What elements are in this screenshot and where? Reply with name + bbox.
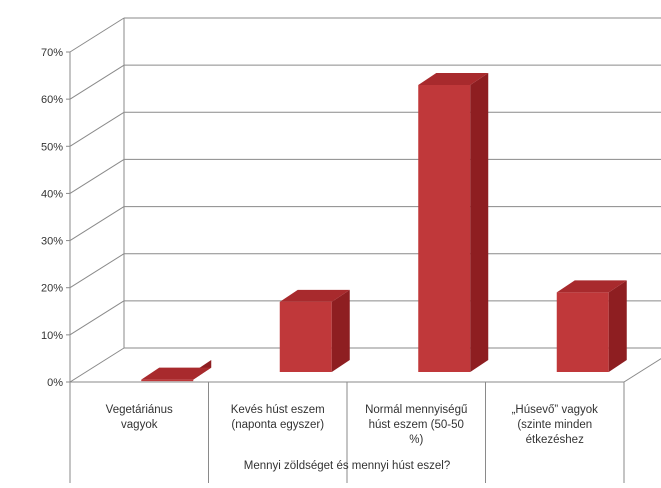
gridline-diagonal	[69, 111, 125, 147]
bar-column	[556, 280, 627, 372]
floor-right-edge	[623, 358, 661, 383]
y-tick-label: 10%	[41, 330, 63, 342]
x-category-label: „Húsevő” vagyok (szinte minden étkezéshez	[512, 404, 599, 446]
bar-top	[141, 367, 212, 380]
x-category-label: Vegetáriánus vagyok	[106, 404, 173, 431]
bar-column	[418, 73, 489, 372]
bar-front	[556, 292, 609, 372]
y-tick-label: 50%	[41, 141, 63, 153]
x-category-label-line: Vegetáriánus	[106, 404, 173, 416]
bar-column	[141, 360, 212, 382]
x-category-label-line: (naponta egyszer)	[231, 419, 324, 431]
x-category-label-line: étkezéshez	[526, 434, 584, 446]
gridline-diagonal	[69, 253, 125, 289]
x-category-label-line: %)	[409, 434, 423, 446]
gridline-diagonal	[69, 206, 125, 241]
x-category-label-line: „Húsevő” vagyok	[512, 404, 599, 416]
bar-top	[418, 73, 489, 85]
bar-front	[141, 379, 194, 382]
x-category-label-line: Kevés húst eszem	[231, 404, 325, 416]
x-category-label: Kevés húst eszem (naponta egyszer)	[231, 404, 325, 431]
gridline-diagonal	[69, 347, 125, 383]
y-tick-label: 30%	[41, 236, 63, 248]
x-category-label-line: Normál mennyiségű	[365, 404, 467, 416]
bar-side	[331, 289, 350, 372]
gridline-diagonal	[69, 159, 125, 194]
gridline-diagonal	[69, 17, 125, 53]
gridline-diagonal	[69, 300, 125, 336]
y-tick-label: 20%	[41, 283, 63, 295]
bar-column	[279, 289, 350, 372]
bar-top	[279, 289, 350, 302]
bar-side	[608, 280, 627, 372]
x-category-label-line: vagyok	[121, 419, 158, 431]
y-tick-label: 70%	[41, 47, 63, 59]
x-category-label: Normál mennyiségű húst eszem (50-50%)	[365, 404, 467, 446]
bar-top	[556, 280, 627, 293]
bar-front	[418, 85, 471, 372]
x-category-label-line: (szinte minden	[517, 419, 592, 431]
y-tick-label: 60%	[41, 94, 63, 106]
bar-front	[279, 301, 332, 372]
gridline-diagonal	[69, 64, 125, 100]
x-category-label-line: húst eszem (50-50	[369, 419, 464, 431]
y-tick-label: 40%	[41, 188, 63, 200]
bar-side	[470, 73, 489, 372]
y-tick-label: 0%	[47, 377, 63, 389]
x-axis-title: Mennyi zöldséget és mennyi húst eszel?	[244, 460, 450, 472]
